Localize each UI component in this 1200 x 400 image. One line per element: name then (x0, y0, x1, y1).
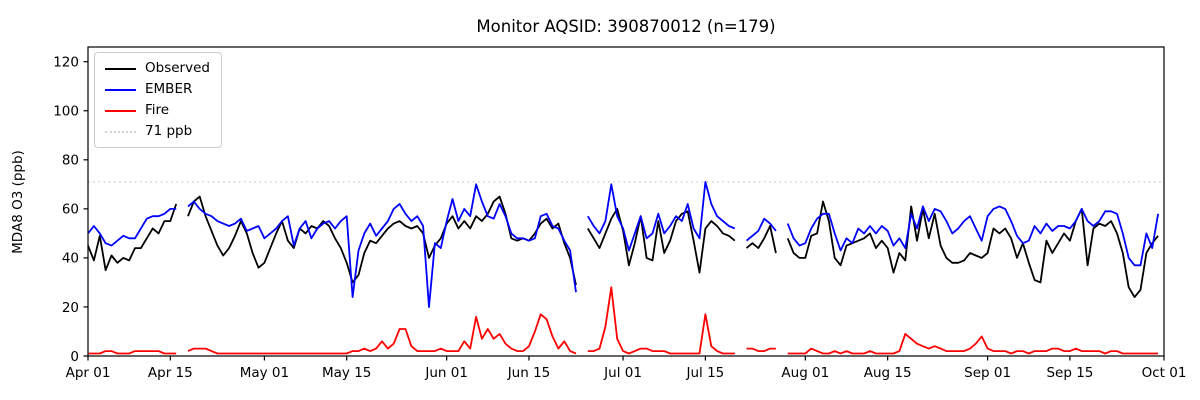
svg-text:80: 80 (62, 153, 79, 169)
svg-text:Aug 15: Aug 15 (864, 365, 912, 381)
svg-text:Sep 15: Sep 15 (1046, 365, 1093, 381)
fire-line-swatch-icon (105, 109, 136, 112)
observed-line-swatch-icon (105, 67, 136, 70)
svg-text:May 01: May 01 (240, 365, 289, 381)
legend-label-ember: EMBER (145, 81, 193, 97)
svg-text:Jun 01: Jun 01 (424, 365, 468, 381)
svg-text:20: 20 (62, 300, 79, 316)
svg-text:Aug 01: Aug 01 (781, 365, 829, 381)
svg-text:0: 0 (70, 349, 79, 365)
chart-title: Monitor AQSID: 390870012 (n=179) (476, 17, 776, 36)
legend-item-fire: Fire (105, 102, 210, 119)
legend: Observed EMBER Fire 71 ppb (94, 52, 222, 148)
threshold-line-swatch-icon (105, 130, 136, 133)
svg-text:Oct 01: Oct 01 (1142, 365, 1187, 381)
legend-item-observed: Observed (105, 60, 210, 77)
svg-text:40: 40 (62, 251, 79, 267)
legend-item-threshold: 71 ppb (105, 123, 210, 140)
svg-text:120: 120 (53, 55, 79, 71)
legend-label-threshold: 71 ppb (145, 123, 193, 139)
svg-text:Apr 01: Apr 01 (66, 365, 111, 381)
svg-text:May 15: May 15 (322, 365, 371, 381)
svg-text:Apr 15: Apr 15 (148, 365, 193, 381)
svg-text:Jul 15: Jul 15 (685, 365, 724, 381)
legend-label-observed: Observed (145, 60, 210, 76)
svg-text:Jul 01: Jul 01 (603, 365, 642, 381)
svg-text:60: 60 (62, 202, 79, 218)
svg-text:100: 100 (53, 104, 79, 120)
svg-text:Sep 01: Sep 01 (964, 365, 1011, 381)
svg-text:Jun 15: Jun 15 (507, 365, 551, 381)
legend-label-fire: Fire (145, 102, 170, 118)
legend-item-ember: EMBER (105, 81, 210, 98)
ember-line-swatch-icon (105, 88, 136, 91)
